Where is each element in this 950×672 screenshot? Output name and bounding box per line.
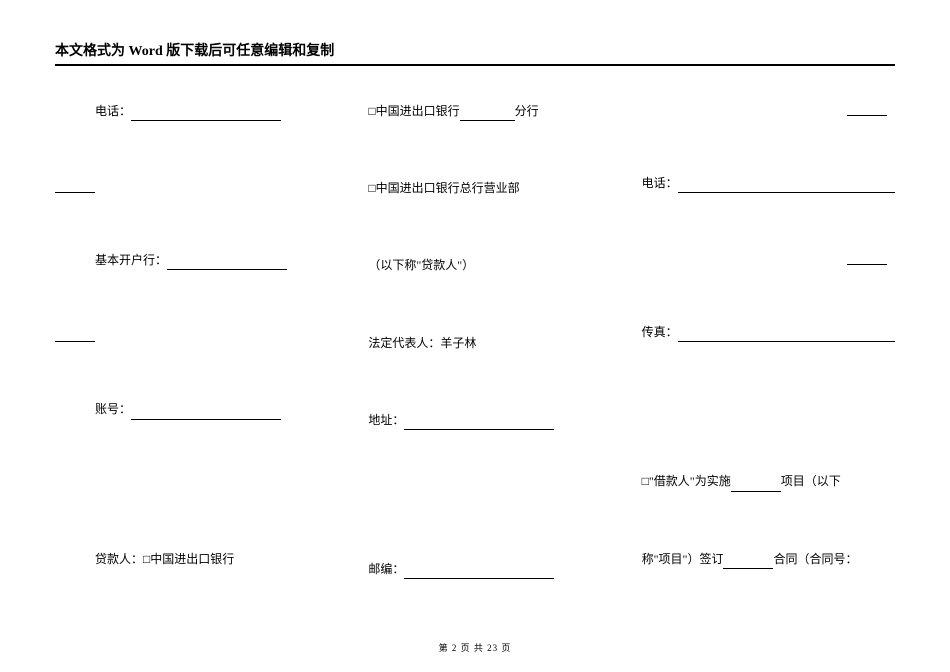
label-branch-suffix: 分行 xyxy=(515,102,539,121)
spacer-row xyxy=(95,478,348,492)
label-phone: 电话： xyxy=(95,102,131,121)
label-phone2: 电话： xyxy=(642,174,678,193)
label-legal-rep: 法定代表人：羊子林 xyxy=(368,334,476,353)
field-branch: □ 中国进出口银行 分行 xyxy=(368,102,621,121)
field-legal-rep: 法定代表人：羊子林 xyxy=(368,334,621,353)
blank-line xyxy=(55,328,95,342)
field-address: 地址： xyxy=(368,411,621,430)
document-header: 本文格式为 Word 版下载后可任意编辑和复制 xyxy=(55,40,895,66)
page-footer: 第 2 页 共 23 页 xyxy=(0,641,950,654)
blank-line xyxy=(404,565,554,579)
checkbox-icon: □ xyxy=(368,179,375,198)
column-3: 电话： 传真： □ "借款人"为实施 项目（以下 称"项目"）签订 合同（合同号… xyxy=(642,102,895,642)
field-phone2: 电话： xyxy=(642,174,895,193)
column-1: 电话： 基本开户行： 账号： 贷款人： □ 中国进出口银行 xyxy=(55,102,348,642)
blank-line xyxy=(460,107,515,121)
field-borrower-project: □ "借款人"为实施 项目（以下 xyxy=(642,472,895,491)
label-contract-a: 称"项目"）签订 xyxy=(642,550,724,569)
stub-row xyxy=(642,251,895,265)
label-address: 地址： xyxy=(368,411,404,430)
checkbox-icon: □ xyxy=(143,550,150,569)
blank-line xyxy=(731,478,781,492)
blank-line xyxy=(55,179,95,193)
label-fax: 传真： xyxy=(642,323,678,342)
label-bank-name: 中国进出口银行 xyxy=(376,102,460,121)
stub-row xyxy=(55,179,348,193)
label-account: 账号： xyxy=(95,400,131,419)
blank-line xyxy=(847,102,887,116)
label-bank: 基本开户行： xyxy=(95,251,167,270)
blank-line xyxy=(723,555,773,569)
field-contract: 称"项目"）签订 合同（合同号： xyxy=(642,550,895,569)
field-lender: 贷款人： □ 中国进出口银行 xyxy=(95,550,348,569)
label-lender-bank: 中国进出口银行 xyxy=(150,550,234,569)
blank-line xyxy=(847,251,887,265)
blank-line xyxy=(131,406,281,420)
column-2: □ 中国进出口银行 分行 □ 中国进出口银行总行营业部 （以下称"贷款人"） 法… xyxy=(368,102,621,642)
spacer-row xyxy=(642,400,895,414)
stub-row xyxy=(55,328,348,342)
label-lender-alias: （以下称"贷款人"） xyxy=(368,256,474,275)
stub-row xyxy=(642,102,895,116)
field-account: 账号： xyxy=(95,400,348,419)
field-bank: 基本开户行： xyxy=(95,251,348,270)
field-lender-alias: （以下称"贷款人"） xyxy=(368,256,621,275)
label-borrower-a: "借款人"为实施 xyxy=(649,472,731,491)
checkbox-icon: □ xyxy=(368,102,375,121)
label-lender: 贷款人： xyxy=(95,550,143,569)
field-hq: □ 中国进出口银行总行营业部 xyxy=(368,179,621,198)
blank-line xyxy=(404,416,554,430)
field-phone: 电话： xyxy=(95,102,348,121)
blank-line xyxy=(678,179,895,193)
field-fax: 传真： xyxy=(642,323,895,342)
spacer-row xyxy=(368,488,621,502)
label-postcode: 邮编： xyxy=(368,560,404,579)
blank-line xyxy=(678,328,895,342)
blank-line xyxy=(131,107,281,121)
label-borrower-b: 项目（以下 xyxy=(781,472,841,491)
blank-line xyxy=(167,256,287,270)
field-postcode: 邮编： xyxy=(368,560,621,579)
label-contract-b: 合同（合同号： xyxy=(773,550,857,569)
document-body: 电话： 基本开户行： 账号： 贷款人： □ 中国进出口银行 □ 中国进出口银行 xyxy=(55,102,895,642)
label-hq: 中国进出口银行总行营业部 xyxy=(376,179,520,198)
checkbox-icon: □ xyxy=(642,472,649,491)
